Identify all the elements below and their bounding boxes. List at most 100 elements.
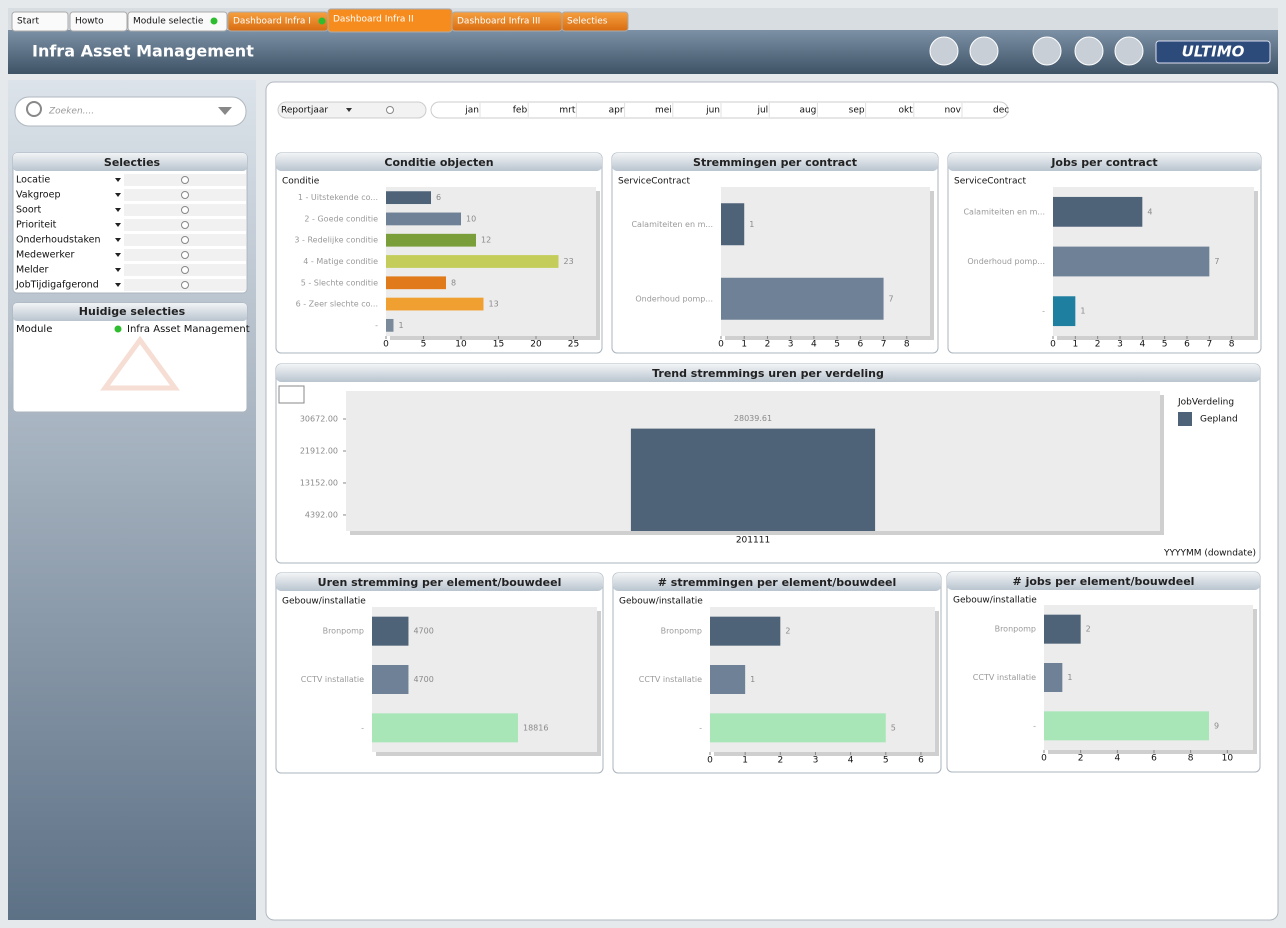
x-tick-label: 8 (904, 340, 910, 350)
tab[interactable] (127, 11, 228, 32)
value-label: 10 (466, 214, 476, 223)
category-label: 3 - Redelijke conditie (294, 236, 378, 245)
x-tick-label: 20 (530, 340, 542, 350)
value-label: 1 (1080, 307, 1085, 316)
category-label: - (699, 723, 702, 732)
category-label: Bronpomp (661, 627, 702, 636)
x-tick-label: 4 (1114, 754, 1120, 764)
field-label[interactable]: Prioriteit (16, 220, 57, 231)
legend-swatch (1178, 412, 1192, 426)
field-clear[interactable] (181, 266, 189, 274)
x-tick-label: 25 (568, 340, 579, 350)
huidige-value: Infra Asset Management (127, 324, 250, 335)
month[interactable]: jul (756, 106, 768, 116)
field-clear[interactable] (181, 251, 189, 259)
field-dropdown[interactable] (115, 208, 121, 212)
field-label[interactable]: Medewerker (16, 250, 74, 261)
value-label: 18816 (523, 723, 548, 732)
bar (372, 665, 409, 694)
category-label: Onderhoud pomp... (635, 294, 713, 303)
field-label[interactable]: JobTijdigafgerond (15, 280, 99, 291)
x-tick-label: 7 (881, 340, 887, 350)
value-label: 1 (749, 220, 754, 229)
field-dropdown[interactable] (115, 178, 121, 182)
bar (1053, 246, 1210, 277)
field-dropdown[interactable] (115, 238, 121, 242)
chart-title: Trend stremmings uren per verdeling (652, 367, 884, 380)
month[interactable]: aug (799, 106, 816, 116)
bar (372, 713, 518, 743)
x-tick-label: 5 (1162, 340, 1168, 350)
x-tick-label: 15 (493, 340, 504, 350)
chart-title: # stremmingen per element/bouwdeel (658, 576, 897, 589)
value-label: 6 (436, 193, 441, 202)
x-tick-label: 5 (883, 756, 889, 766)
info-button[interactable] (1032, 36, 1062, 66)
field-clear[interactable] (181, 221, 189, 229)
chart-title: # jobs per element/bouwdeel (1013, 575, 1195, 588)
reportjaar-clear[interactable] (386, 106, 394, 114)
field-dropdown[interactable] (115, 223, 121, 227)
field-label[interactable]: Locatie (16, 175, 50, 186)
chart-menu[interactable] (278, 385, 305, 404)
selecties-title: Selecties (104, 156, 161, 169)
field-dropdown[interactable] (115, 283, 121, 287)
dimension-label: Conditie (282, 177, 320, 187)
bar (710, 713, 886, 743)
field-label[interactable]: Soort (16, 205, 42, 216)
huidige-titlebar (13, 303, 247, 321)
field-clear[interactable] (181, 176, 189, 184)
field-label[interactable]: Onderhoudstaken (16, 235, 101, 246)
field-label[interactable]: Vakgroep (16, 190, 61, 201)
month[interactable]: okt (899, 106, 914, 116)
value-label: 28039.61 (734, 414, 772, 423)
huidige-field: Module (16, 324, 52, 335)
search-dropdown[interactable] (218, 107, 232, 115)
field-dropdown[interactable] (115, 193, 121, 197)
y-tick-label: 13152.00 (300, 478, 338, 487)
month[interactable]: nov (944, 106, 961, 116)
value-label: 8 (451, 278, 456, 287)
value-label: 4700 (413, 675, 433, 684)
month[interactable]: sep (849, 106, 865, 116)
category-label: 5 - Slechte conditie (301, 278, 378, 287)
field-clear[interactable] (181, 191, 189, 199)
tab[interactable] (69, 11, 128, 32)
reportjaar-dropdown[interactable] (346, 108, 352, 112)
legend-title: JobVerdeling (1177, 398, 1234, 408)
month[interactable]: feb (513, 106, 528, 116)
search-box[interactable] (14, 96, 247, 127)
field-label[interactable]: Melder (16, 265, 49, 276)
value-label: 9 (1214, 721, 1219, 730)
bar (630, 428, 876, 531)
logo: ULTIMO (1182, 43, 1245, 61)
help-button[interactable] (1114, 36, 1144, 66)
month[interactable]: mei (655, 106, 672, 116)
forward-button[interactable] (969, 36, 999, 66)
tab-label: Howto (75, 17, 104, 27)
field-clear[interactable] (181, 281, 189, 289)
month[interactable]: apr (609, 106, 624, 116)
x-tick-label: 5 (834, 340, 840, 350)
back-button[interactable] (929, 36, 959, 66)
month[interactable]: jan (464, 106, 479, 116)
selecties-titlebar (13, 153, 247, 171)
tab-label: Start (17, 17, 39, 27)
category-label: 6 - Zeer slechte co... (296, 300, 378, 309)
month[interactable]: dec (993, 106, 1009, 116)
clear-button[interactable] (1074, 36, 1104, 66)
field-dropdown[interactable] (115, 253, 121, 257)
field-clear[interactable] (181, 236, 189, 244)
field-clear[interactable] (181, 206, 189, 214)
month[interactable]: jun (705, 106, 720, 116)
field-dropdown[interactable] (115, 268, 121, 272)
tab[interactable] (11, 11, 69, 32)
reportjaar-box[interactable] (277, 101, 427, 119)
x-tick-label: 6 (1151, 754, 1157, 764)
month[interactable]: mrt (559, 106, 575, 116)
category-label: CCTV installatie (973, 673, 1036, 682)
chart-titlebar (276, 153, 602, 171)
tab[interactable] (561, 11, 629, 32)
bar (386, 297, 484, 311)
